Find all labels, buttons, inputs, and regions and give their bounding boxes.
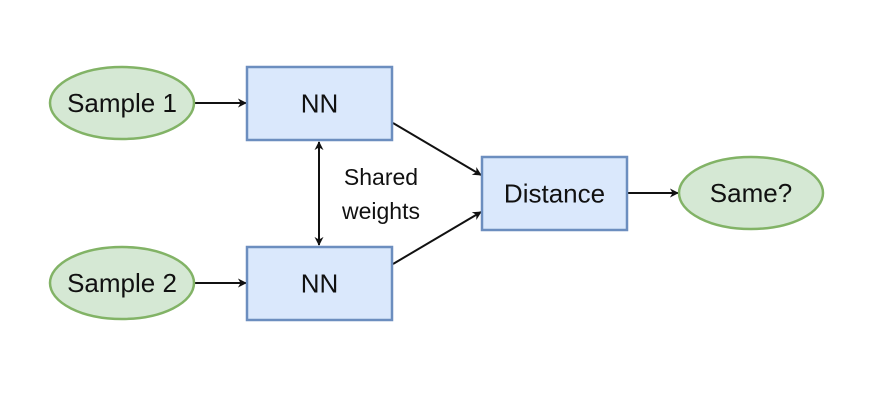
edge-nn-top-to-distance — [392, 122, 482, 176]
node-distance: Distance — [480, 155, 629, 232]
shared-weights-annotation: Shared weights — [341, 164, 420, 224]
node-same: Same? — [677, 155, 825, 231]
shared-weights-line2: weights — [341, 198, 420, 224]
edge-nn-bottom-to-distance — [392, 211, 482, 265]
node-nn-bottom: NN — [245, 245, 394, 322]
shared-weights-line1: Shared — [344, 164, 418, 190]
node-distance-label: Distance — [504, 179, 605, 209]
node-sample-2-label: Sample 2 — [67, 268, 177, 298]
node-sample-2: Sample 2 — [48, 245, 196, 321]
node-same-label: Same? — [710, 178, 792, 208]
node-nn-bottom-label: NN — [301, 269, 339, 299]
node-nn-top-label: NN — [301, 89, 339, 119]
node-sample-1: Sample 1 — [48, 65, 196, 141]
node-nn-top: NN — [245, 65, 394, 142]
node-sample-1-label: Sample 1 — [67, 88, 177, 118]
